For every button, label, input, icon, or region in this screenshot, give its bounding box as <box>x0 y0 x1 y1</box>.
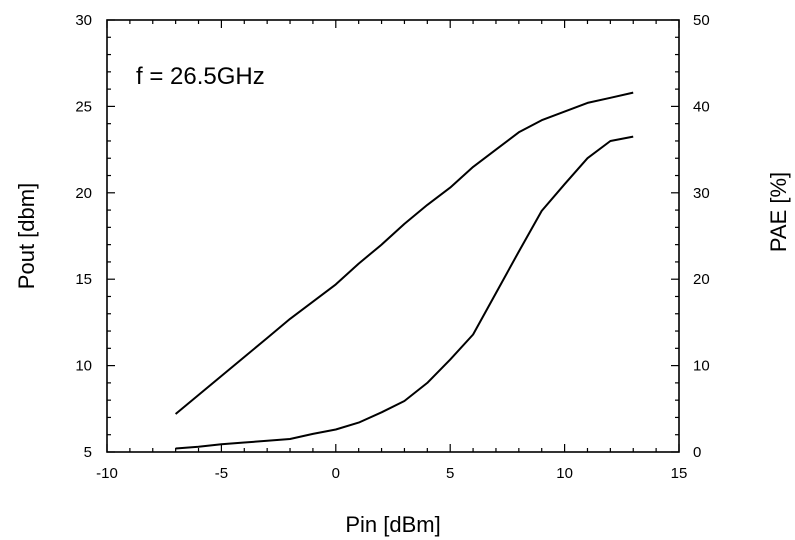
pae-series-line <box>175 135 634 450</box>
plot-frame <box>106 19 680 453</box>
y-tick-label: 20 <box>75 185 92 202</box>
y2-axis-title: PAE [%] <box>766 172 791 252</box>
y2-tick-label: 10 <box>693 358 710 375</box>
y2-tick-label: 30 <box>693 185 710 202</box>
x-tick-label: 15 <box>671 465 688 482</box>
x-tick-label: 0 <box>332 465 340 482</box>
y-axis-title: Pout [dbm] <box>14 183 39 289</box>
y2-tick-label: 50 <box>693 12 710 29</box>
y-tick-label: 30 <box>75 12 92 29</box>
x-tick-label: 10 <box>556 465 573 482</box>
y-tick-label: 25 <box>75 98 92 115</box>
y-tick-label: 10 <box>75 358 92 375</box>
x-axis-title: Pin [dBm] <box>345 512 440 537</box>
x-tick-label: -5 <box>215 465 228 482</box>
x-tick-label: 5 <box>446 465 454 482</box>
y2-tick-label: 40 <box>693 98 710 115</box>
x-tick-label: -10 <box>96 465 118 482</box>
y-tick-label: 5 <box>84 444 92 461</box>
axis-tick-labels: -10 -5 0 5 10 15 5 10 15 20 25 30 0 10 20 30 40 50 <box>75 12 709 482</box>
frequency-annotation: f = 26.5GHz <box>136 63 265 90</box>
axis-ticks <box>106 19 680 453</box>
y-tick-label: 15 <box>75 271 92 288</box>
data-series <box>174 91 634 450</box>
pout-series-line <box>174 91 634 415</box>
y2-tick-label: 0 <box>693 444 701 461</box>
y2-tick-label: 20 <box>693 271 710 288</box>
